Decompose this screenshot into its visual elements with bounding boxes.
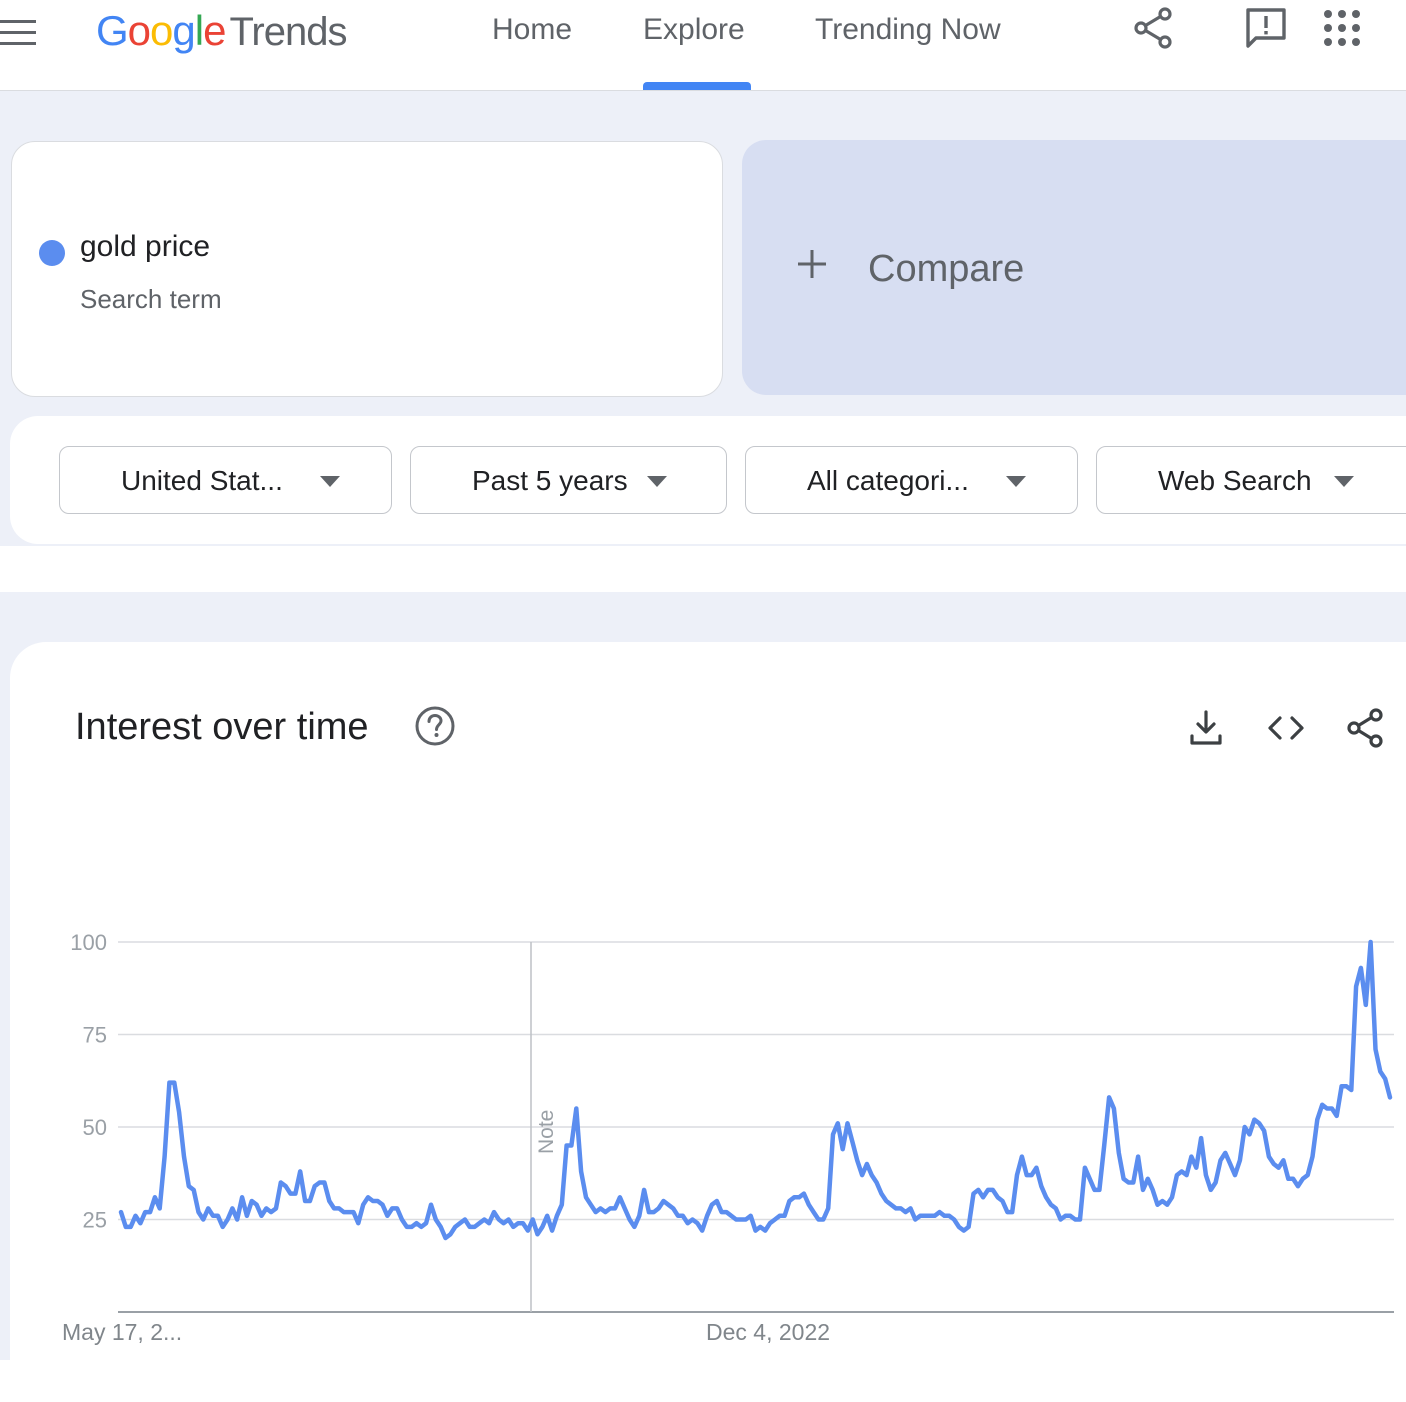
hamburger-icon-bar [0, 31, 36, 34]
dropdown-arrow-icon [320, 476, 340, 487]
series-color-dot [39, 240, 65, 266]
feedback-icon[interactable] [1242, 4, 1290, 52]
search-property-filter-dropdown[interactable]: Web Search [1096, 446, 1406, 514]
dropdown-arrow-icon [647, 476, 667, 487]
search-term-name[interactable]: gold price [80, 230, 211, 263]
y-tick-label-25: 25 [83, 1208, 107, 1233]
region-filter-dropdown[interactable]: United Stat... [59, 446, 392, 514]
y-tick-label-50: 50 [83, 1115, 107, 1140]
dropdown-arrow-icon [1006, 476, 1026, 487]
note-marker-label[interactable]: Note [535, 1110, 558, 1154]
dropdown-arrow-icon [1334, 476, 1354, 487]
nav-tab-explore[interactable]: Explore [643, 13, 745, 46]
category-filter-value: All categori... [807, 465, 969, 496]
hamburger-icon-bar [0, 42, 36, 45]
time-range-filter-value: Past 5 years [472, 465, 628, 496]
help-icon[interactable] [414, 705, 456, 747]
interest-over-time-title: Interest over time [75, 706, 369, 748]
embed-code-icon[interactable] [1264, 706, 1308, 750]
interest-line-chart: Note 25 50 75 100 May 17, 2... Dec 4, 2022 [62, 930, 1394, 1345]
search-property-filter-value: Web Search [1158, 465, 1312, 496]
chart-gridlines [118, 941, 1394, 1221]
logo-product-name: Trends [229, 10, 347, 54]
logo-letter: g [172, 7, 195, 54]
y-axis-tick-labels: 25 50 75 100 [70, 930, 107, 1233]
search-term-card[interactable]: gold price Search term [11, 141, 723, 397]
category-filter-dropdown[interactable]: All categori... [745, 446, 1078, 514]
active-tab-indicator [643, 82, 751, 90]
download-icon[interactable] [1184, 706, 1228, 750]
logo-letter: G [96, 7, 129, 54]
google-trends-logo[interactable]: Google Trends [96, 6, 347, 56]
y-tick-label-75: 75 [83, 1023, 107, 1048]
apps-grid-icon[interactable] [1318, 4, 1366, 52]
logo-letter: e [203, 7, 226, 54]
x-tick-label-middle: Dec 4, 2022 [706, 1319, 830, 1345]
plus-icon [798, 250, 826, 278]
y-tick-label-100: 100 [70, 930, 107, 955]
logo-letter: o [150, 7, 173, 54]
series-line-gold-price[interactable] [118, 939, 1393, 1241]
share-icon[interactable] [1344, 706, 1388, 750]
search-term-type: Search term [80, 284, 222, 314]
compare-button[interactable]: Compare [742, 140, 1406, 395]
hamburger-icon-bar [0, 20, 36, 23]
logo-letter: o [127, 7, 151, 54]
nav-tab-trending-now[interactable]: Trending Now [815, 13, 1001, 46]
logo-letter: l [194, 7, 204, 54]
share-icon[interactable] [1130, 4, 1178, 52]
main-menu-button[interactable] [0, 14, 40, 48]
nav-tab-home[interactable]: Home [492, 13, 573, 46]
time-range-filter-dropdown[interactable]: Past 5 years [410, 446, 727, 514]
x-tick-label-start: May 17, 2... [62, 1319, 182, 1345]
interest-over-time-card [10, 642, 1406, 1402]
region-filter-value: United Stat... [121, 465, 283, 496]
top-app-bar: Google Trends Home Explore Trending Now [0, 0, 1406, 91]
compare-label: Compare [868, 248, 1025, 290]
